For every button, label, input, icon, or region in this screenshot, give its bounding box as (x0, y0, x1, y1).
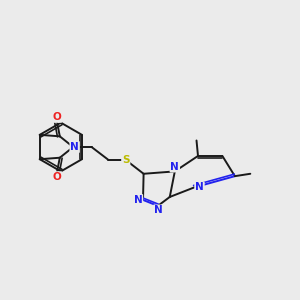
Text: N: N (195, 182, 204, 193)
Text: O: O (52, 172, 61, 182)
Text: N: N (154, 205, 163, 215)
Text: O: O (52, 112, 61, 122)
Text: N: N (70, 142, 79, 152)
Text: S: S (122, 154, 130, 164)
Text: N: N (134, 195, 142, 205)
Text: N: N (170, 162, 179, 172)
